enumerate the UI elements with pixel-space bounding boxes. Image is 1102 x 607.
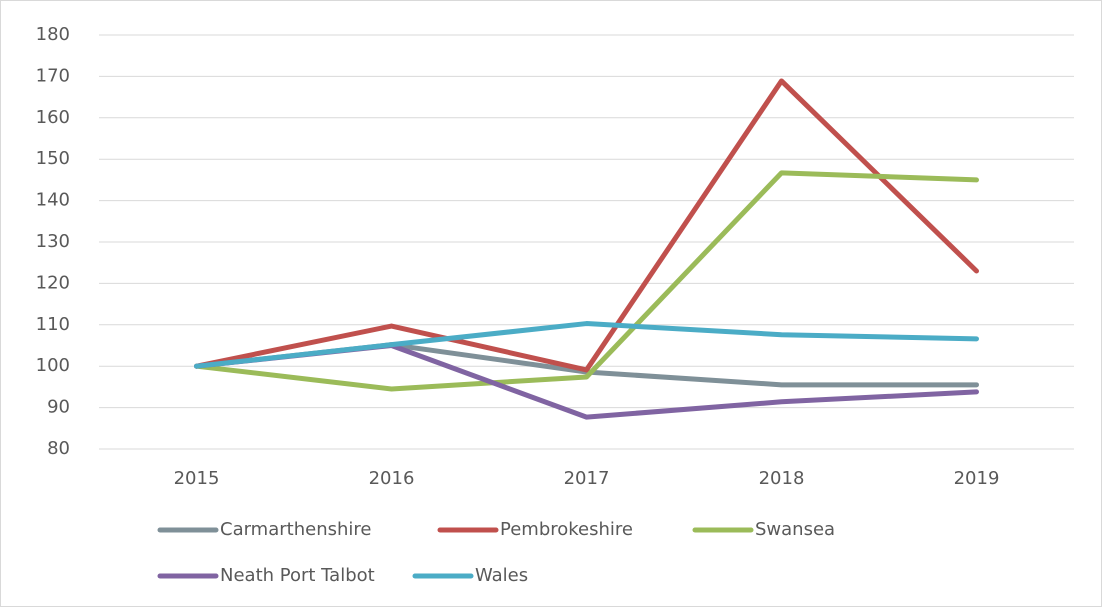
legend-label: Swansea (755, 519, 835, 540)
x-tick-label: 2017 (564, 468, 610, 489)
legend-label: Carmarthenshire (220, 519, 371, 540)
x-tick-label: 2018 (759, 468, 805, 489)
y-tick-label: 170 (36, 65, 70, 86)
y-tick-label: 140 (36, 190, 70, 211)
x-tick-label: 2016 (369, 468, 415, 489)
series-line (194, 78, 979, 373)
y-tick-label: 110 (36, 314, 70, 335)
y-tick-label: 180 (36, 24, 70, 45)
y-tick-label: 120 (36, 272, 70, 293)
y-tick-label: 150 (36, 148, 70, 169)
y-tick-label: 130 (36, 231, 70, 252)
y-tick-label: 90 (47, 397, 70, 418)
y-tick-label: 80 (47, 438, 70, 459)
series-line (194, 170, 979, 392)
legend-label: Wales (475, 565, 528, 586)
x-tick-label: 2019 (954, 468, 1000, 489)
x-tick-label: 2015 (174, 468, 220, 489)
y-tick-label: 160 (36, 107, 70, 128)
legend-label: Pembrokeshire (500, 519, 633, 540)
y-tick-label: 100 (36, 355, 70, 376)
legend-label: Neath Port Talbot (220, 565, 375, 586)
series-line (194, 321, 979, 369)
